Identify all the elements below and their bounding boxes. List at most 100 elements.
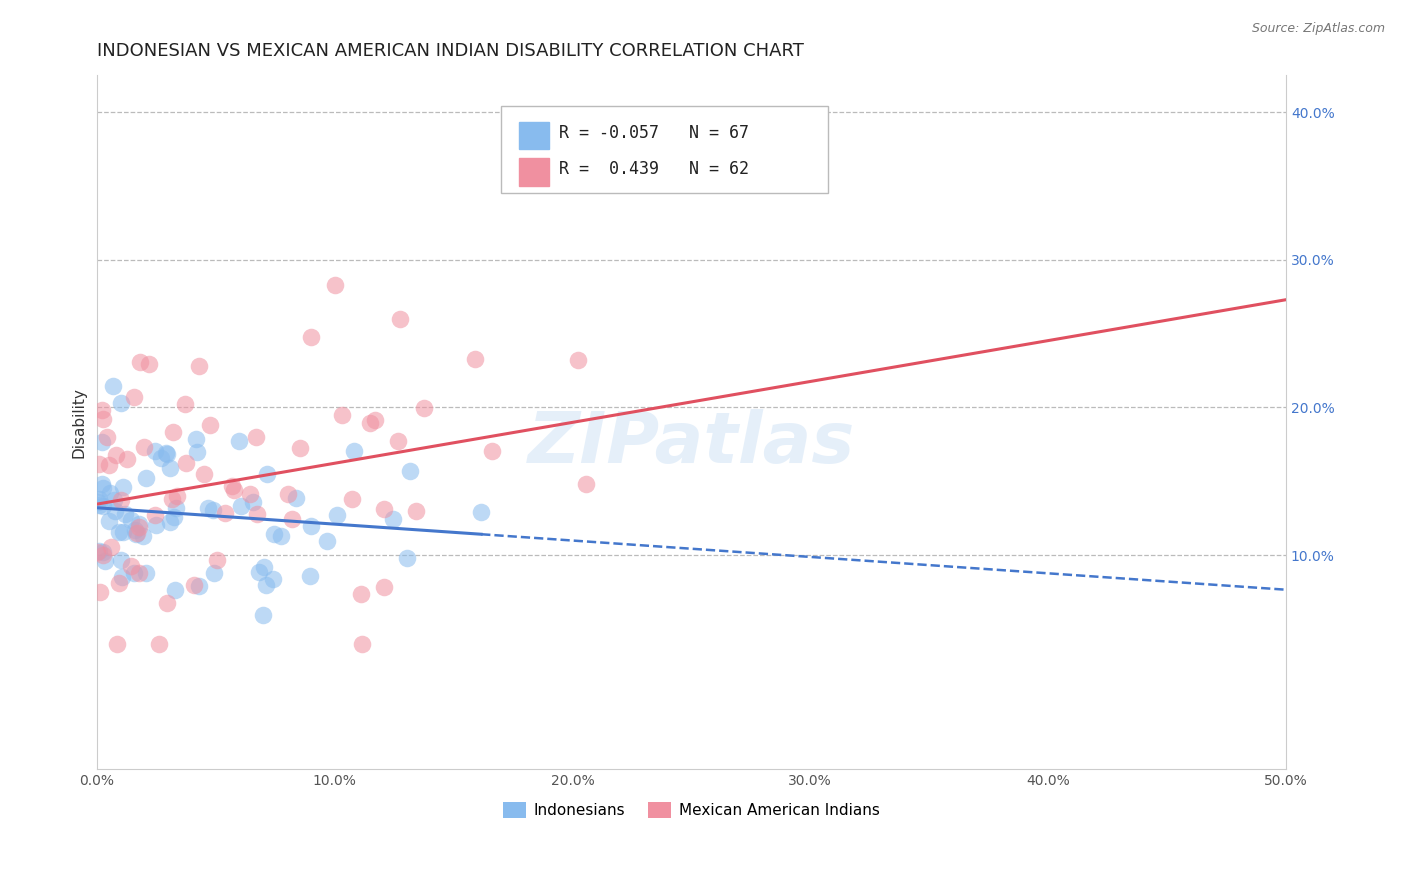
Y-axis label: Disability: Disability [72, 387, 86, 458]
Point [89, 498, 111, 512]
Point [114, 507, 136, 521]
Point [330, 409, 353, 423]
Point [405, 504, 427, 518]
Point [412, 401, 434, 416]
Point [122, 390, 145, 404]
Text: R =  0.439   N = 62: R = 0.439 N = 62 [560, 161, 749, 178]
Point [399, 464, 422, 478]
Point [110, 552, 132, 566]
Point [252, 608, 274, 623]
Point [165, 501, 187, 516]
Point [247, 565, 270, 579]
Point [86, 544, 108, 558]
Point [128, 516, 150, 531]
Point [143, 508, 166, 522]
Text: INDONESIAN VS MEXICAN AMERICAN INDIAN DISABILITY CORRELATION CHART: INDONESIAN VS MEXICAN AMERICAN INDIAN DI… [97, 42, 804, 60]
Point [104, 504, 127, 518]
Point [98, 486, 121, 500]
Point [162, 425, 184, 439]
Point [221, 479, 243, 493]
Point [156, 447, 179, 461]
Point [352, 637, 374, 651]
Point [98, 514, 121, 528]
Point [124, 523, 146, 537]
Point [101, 378, 124, 392]
Point [202, 566, 225, 581]
Point [125, 526, 148, 541]
Point [239, 487, 262, 501]
Point [111, 570, 134, 584]
Point [315, 534, 337, 549]
Point [188, 359, 211, 374]
Point [464, 352, 486, 367]
Point [100, 541, 122, 555]
Point [156, 596, 179, 610]
Point [132, 529, 155, 543]
Point [245, 508, 267, 522]
Point [138, 357, 160, 371]
Point [323, 278, 346, 293]
Point [125, 526, 148, 541]
Text: Source: ZipAtlas.com: Source: ZipAtlas.com [1251, 22, 1385, 36]
Point [135, 566, 157, 580]
Point [228, 434, 250, 448]
Point [198, 417, 221, 432]
Text: ZIPatlas: ZIPatlas [527, 409, 855, 477]
Point [128, 519, 150, 533]
Point [186, 432, 208, 446]
Point [197, 500, 219, 515]
Point [91, 499, 114, 513]
Point [87, 491, 110, 506]
Point [326, 508, 349, 523]
Point [256, 467, 278, 482]
Point [96, 430, 118, 444]
Point [107, 637, 129, 651]
Point [343, 444, 366, 458]
Point [364, 413, 387, 427]
Point [163, 510, 186, 524]
Point [340, 492, 363, 507]
Point [373, 502, 395, 516]
Point [193, 467, 215, 482]
Point [115, 451, 138, 466]
Point [299, 569, 322, 583]
Point [387, 434, 409, 449]
Point [574, 476, 596, 491]
Point [91, 544, 114, 558]
Point [155, 446, 177, 460]
Point [89, 585, 111, 599]
Point [299, 519, 322, 533]
Point [87, 457, 110, 471]
Point [120, 513, 142, 527]
Point [359, 416, 381, 430]
Point [395, 550, 418, 565]
Point [97, 458, 120, 472]
Point [188, 579, 211, 593]
Point [214, 507, 236, 521]
Point [148, 637, 170, 651]
Point [120, 558, 142, 573]
Point [145, 517, 167, 532]
Point [160, 491, 183, 506]
Point [90, 476, 112, 491]
Point [299, 329, 322, 343]
Point [135, 471, 157, 485]
Point [91, 434, 114, 449]
Point [567, 353, 589, 368]
Point [91, 412, 114, 426]
Point [349, 586, 371, 600]
Point [470, 505, 492, 519]
Point [263, 527, 285, 541]
Point [86, 495, 108, 509]
Point [166, 489, 188, 503]
Text: R = -0.057   N = 67: R = -0.057 N = 67 [560, 124, 749, 142]
Point [262, 572, 284, 586]
Point [87, 544, 110, 558]
Point [290, 441, 312, 455]
Point [183, 578, 205, 592]
Point [281, 512, 304, 526]
Point [159, 461, 181, 475]
Legend: Indonesians, Mexican American Indians: Indonesians, Mexican American Indians [496, 796, 886, 824]
Point [159, 515, 181, 529]
Point [110, 396, 132, 410]
